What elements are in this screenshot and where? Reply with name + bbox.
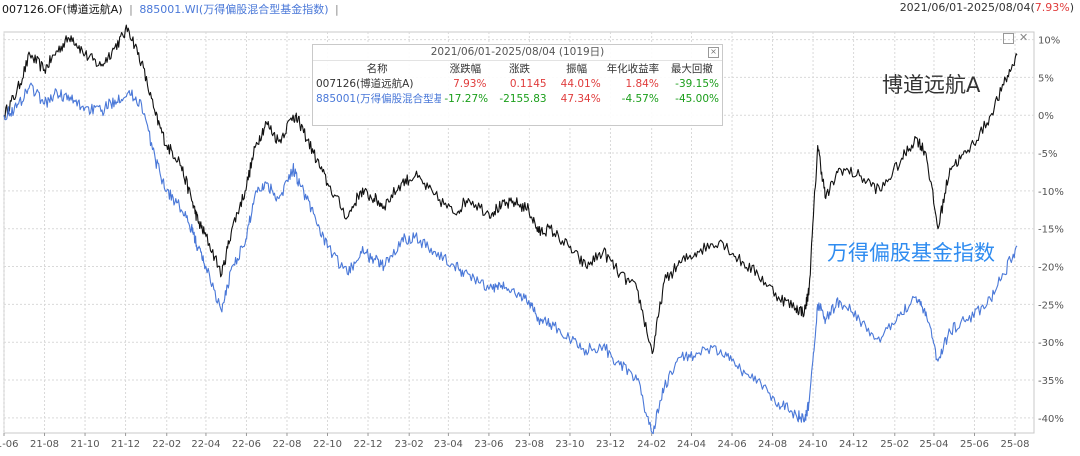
x-tick-label: 22-12 (353, 439, 382, 450)
legend-separator: | (129, 3, 133, 16)
y-tick-label: 0% (1038, 111, 1054, 122)
col-change: 涨跌 (508, 63, 530, 75)
stats-table: 名称 涨跌幅 涨跌 振幅 年化收益率 最大回撤 007126(博道远航A) 7.… (313, 61, 722, 106)
annotation-fund-name: 博道远航A (882, 73, 981, 97)
legend-separator-tail: | (335, 3, 339, 16)
x-tick-label: 24-08 (758, 439, 787, 450)
y-tick-label: 10% (1038, 36, 1060, 47)
x-tick-label: 24-12 (839, 439, 868, 450)
stats-row-series2[interactable]: 885001(万得偏股混合型基 -17.27% -2155.83 47.34% … (313, 91, 722, 106)
y-tick-label: 5% (1038, 73, 1054, 84)
x-tick-label: 23-10 (555, 439, 584, 450)
col-name: 名称 (366, 63, 388, 75)
series-line-index (3, 82, 1018, 435)
x-tick-label: 21-12 (111, 439, 140, 450)
x-tick-label: 22-08 (272, 439, 301, 450)
stats-panel: 2021/06/01-2025/08/04 (1019日) × 名称 涨跌幅 涨… (312, 44, 723, 126)
x-tick-label: 22-02 (152, 439, 181, 450)
row-max-drawdown: -45.00% (675, 92, 719, 105)
col-change-pct: 涨跌幅 (449, 63, 482, 75)
y-tick-label: -20% (1038, 263, 1064, 274)
series1-legend-label[interactable]: 007126.OF(博道远航A) (2, 3, 123, 16)
date-range-suffix: ) (1069, 1, 1074, 14)
series-line-fund (3, 24, 1018, 355)
x-tick-label: 24-04 (677, 439, 706, 450)
x-tick-label: 23-04 (434, 439, 463, 450)
x-tick-label: 24-10 (799, 439, 828, 450)
row-amplitude: 47.34% (560, 92, 601, 105)
series2-legend-label[interactable]: 885001.WI(万得偏股混合型基金指数) (139, 3, 329, 16)
row-annual-return: -4.57% (621, 92, 659, 105)
row-change: -2155.83 (499, 92, 547, 105)
x-tick-label: 21-10 (71, 439, 100, 450)
x-tick-label: 24-06 (718, 439, 747, 450)
x-tick-label: 21-08 (30, 439, 59, 450)
y-tick-label: -30% (1038, 338, 1064, 349)
row-change-pct: -17.27% (444, 92, 489, 105)
row-max-drawdown: -39.15% (675, 77, 719, 90)
y-tick-label: -5% (1038, 149, 1057, 160)
y-tick-label: -40% (1038, 414, 1064, 425)
date-range-label: 2021/06/01-2025/08/04(7.93%) (900, 1, 1074, 14)
y-tick-label: -15% (1038, 225, 1064, 236)
x-tick-label: 22-06 (232, 439, 261, 450)
x-tick-label: 24-02 (637, 439, 666, 450)
row-name: 885001(万得偏股混合型基 (316, 93, 442, 105)
x-tick-label: 25-04 (919, 439, 948, 450)
y-tick-label: -10% (1038, 187, 1064, 198)
x-tick-label: 25-08 (1000, 439, 1029, 450)
col-amplitude: 振幅 (566, 63, 588, 75)
legend-header: 007126.OF(博道远航A) | 885001.WI(万得偏股混合型基金指数… (2, 1, 342, 17)
row-annual-return: 1.84% (625, 77, 659, 90)
row-change: 0.1145 (509, 77, 547, 90)
x-tick-label: 22-04 (191, 439, 220, 450)
annotation-index-name: 万得偏股基金指数 (827, 241, 995, 265)
x-tick-label: 23-06 (474, 439, 503, 450)
date-range-return: 7.93% (1034, 1, 1070, 14)
y-tick-label: -35% (1038, 376, 1064, 387)
x-tick-label: 23-02 (395, 439, 424, 450)
stats-row-series1[interactable]: 007126(博道远航A) 7.93% 0.1145 44.01% 1.84% … (313, 76, 722, 91)
stats-close-icon[interactable]: × (708, 47, 719, 58)
y-tick-label: -25% (1038, 300, 1064, 311)
stats-panel-header: 2021/06/01-2025/08/04 (1019日) × (313, 45, 722, 61)
x-tick-label: 23-12 (596, 439, 625, 450)
row-amplitude: 44.01% (560, 77, 601, 90)
col-annual-return: 年化收益率 (606, 63, 660, 75)
row-name: 007126(博道远航A) (316, 78, 414, 90)
x-tick-label: 25-06 (960, 439, 989, 450)
stats-panel-title: 2021/06/01-2025/08/04 (1019日) (430, 46, 605, 58)
x-tick-label: 25-02 (880, 439, 909, 450)
x-tick-label: 23-08 (515, 439, 544, 450)
x-tick-label: 22-10 (313, 439, 342, 450)
col-max-drawdown: 最大回撤 (670, 63, 713, 75)
stats-header-row: 名称 涨跌幅 涨跌 振幅 年化收益率 最大回撤 (313, 61, 722, 76)
date-range-text: 2021/06/01-2025/08/04( (899, 1, 1035, 14)
x-tick-label: 21-06 (0, 439, 19, 450)
maximize-icon[interactable] (1003, 33, 1014, 44)
close-chart-icon[interactable]: ✕ (1019, 31, 1029, 44)
row-change-pct: 7.93% (453, 77, 487, 90)
